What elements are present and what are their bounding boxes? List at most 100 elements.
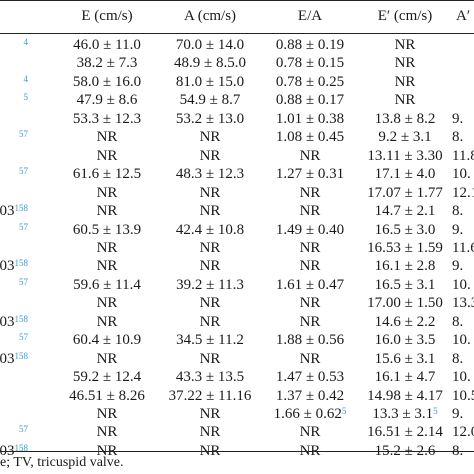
cell-a-prime: 11.8 [452,147,474,164]
reference-superscript[interactable]: 158 [14,313,29,324]
cell-e: NR [96,239,118,256]
cell-e-prime: 17.07 ± 1.77 [367,184,443,201]
cell-ea: NR [299,313,321,330]
row-label: 4 [0,73,29,91]
cell-a-prime: 8. [452,442,464,459]
header-e-prime: E′ (cm/s) [377,8,433,24]
cell-e-prime: 14.7 ± 2.1 [374,203,436,220]
cell-a-prime: 9. [452,258,464,275]
cell-ea: NR [299,424,321,441]
table-row: 4 58.0 ± 16.0 81.0 ± 15.0 0.78 ± 0.25 NR [0,73,474,91]
cell-e-prime: 16.1 ± 2.8 [374,258,436,275]
reference-superscript[interactable]: 4 [23,37,29,47]
cell-e: NR [96,350,118,367]
cell-e-prime: 16.51 ± 2.14 [367,424,443,441]
cell-e: NR [96,424,118,441]
reference-superscript[interactable]: 57 [19,221,28,232]
table-row: 57 59.6 ± 11.4 39.2 ± 11.3 1.61 ± 0.47 16.5 … [0,276,474,294]
row-label: 003158 [0,442,29,459]
cell-ea: 1.01 ± 0.38 [275,110,345,127]
cell-a-prime: 9. [452,221,464,238]
cell-a: NR [199,442,221,459]
table-row: 003158 NR NR NR 14.6 ± 2.2 8. [0,313,474,331]
cell-a-prime: 10. [452,369,471,386]
row-label: 57 [0,276,28,294]
top-rule [0,0,474,1]
table-row: NR NR NR 17.07 ± 1.77 12.1 [0,184,474,202]
header-e: E (cm/s) [81,8,133,24]
cell-ea: NR [299,258,321,275]
row-label: 003158 [0,313,29,330]
cell-e-prime: 15.6 ± 3.1 [374,350,436,367]
table-row: 003158 NR NR NR 15.2 ± 2.6 8. [0,442,474,460]
cell-a-prime: 13.3 [452,295,474,312]
row-label: 4 [0,36,29,54]
cell-ea: 1.08 ± 0.45 [275,129,345,146]
table-row: 003158 NR NR NR 16.1 ± 2.8 9. [0,257,474,275]
table-row: 003158 NR NR NR 15.6 ± 3.1 8. [0,350,474,368]
row-label: 57 [0,221,28,239]
cell-a-prime: 10. [452,166,471,183]
cell-e-prime: 14.98 ± 4.17 [367,387,443,404]
row-label: 57 [0,165,28,183]
reference-superscript[interactable]: 158 [14,442,29,453]
cell-a: NR [199,295,221,312]
reference-superscript[interactable]: 5 [433,406,438,416]
table-row: 59.2 ± 12.4 43.3 ± 13.5 1.47 ± 0.53 16.1 ± … [0,368,474,386]
table-row: NR NR NR 16.53 ± 1.59 11.6 [0,239,474,257]
cell-e-prime: 16.53 ± 1.59 [367,239,443,256]
table-row: 53.3 ± 12.3 53.2 ± 13.0 1.01 ± 0.38 13.8 ± … [0,110,474,128]
header-ea: E/A [297,8,323,24]
header-a-prime: A′ [456,8,471,24]
reference-superscript[interactable]: 57 [19,424,28,435]
reference-superscript[interactable]: 57 [19,332,28,343]
cell-e-prime: 17.1 ± 4.0 [374,166,436,183]
cell-a-prime: 10.5 [452,387,474,404]
reference-superscript[interactable]: 5 [341,406,347,416]
cell-ea: 0.88 ± 0.17 [275,92,345,109]
reference-superscript[interactable]: 57 [19,276,28,287]
row-label: 003158 [0,203,29,220]
cell-e: NR [96,442,118,459]
row-label: 003158 [0,350,29,367]
cell-a-prime: 12.1 [452,184,474,201]
cell-a: NR [199,406,221,422]
reference-superscript[interactable]: 4 [23,73,29,84]
table-row: NR NR NR 13.11 ± 3.30 11.8 [0,147,474,165]
table-row: 57 61.6 ± 12.5 48.3 ± 12.3 1.27 ± 0.31 17.1 … [0,165,474,183]
cell-ea: 1.47 ± 0.53 [275,369,345,386]
row-label: 57 [0,331,28,349]
cell-e: 60.4 ± 10.9 [72,332,142,349]
cell-a-prime: 12.0 [452,424,474,441]
table-row: 5 47.9 ± 8.6 54.9 ± 8.7 0.88 ± 0.17 NR [0,91,474,109]
cell-ea: NR [299,184,321,201]
cell-e-prime: 15.2 ± 2.6 [374,442,436,459]
cell-e-prime: 16.5 ± 3.1 [374,276,436,293]
cell-e-prime: 16.5 ± 3.0 [374,221,436,238]
cell-a: 48.3 ± 12.3 [175,166,245,183]
reference-superscript[interactable]: 158 [14,350,29,361]
reference-superscript[interactable]: 57 [19,129,28,140]
cell-e: 47.9 ± 8.6 [76,92,138,109]
cell-ea: 1.66 ± 0.625 [273,406,347,422]
reference-superscript[interactable]: 57 [19,166,28,177]
cell-a: 39.2 ± 11.3 [176,276,244,293]
cell-e-prime: 13.11 ± 3.30 [367,147,443,164]
cell-ea: NR [299,147,321,164]
reference-superscript[interactable]: 158 [14,258,29,269]
cell-a: NR [199,129,221,146]
reference-superscript[interactable]: 5 [23,92,29,103]
cell-e: 58.0 ± 16.0 [72,73,142,90]
cell-a-prime: 10. [452,332,471,349]
cell-a: NR [199,203,221,220]
cell-e-prime: NR [394,37,416,53]
table-row: NR NR 1.66 ± 0.625 13.3 ± 3.15 9. [0,405,474,423]
cell-ea: 0.88 ± 0.19 [275,37,345,53]
cell-a: 54.9 ± 8.7 [179,92,241,109]
cell-e-prime: 16.0 ± 3.5 [374,332,436,349]
cell-e: NR [96,147,118,164]
cell-a: 81.0 ± 15.0 [175,73,245,90]
cell-e: NR [96,313,118,330]
reference-superscript[interactable]: 158 [14,203,29,214]
cell-ea: 1.61 ± 0.47 [275,276,345,293]
